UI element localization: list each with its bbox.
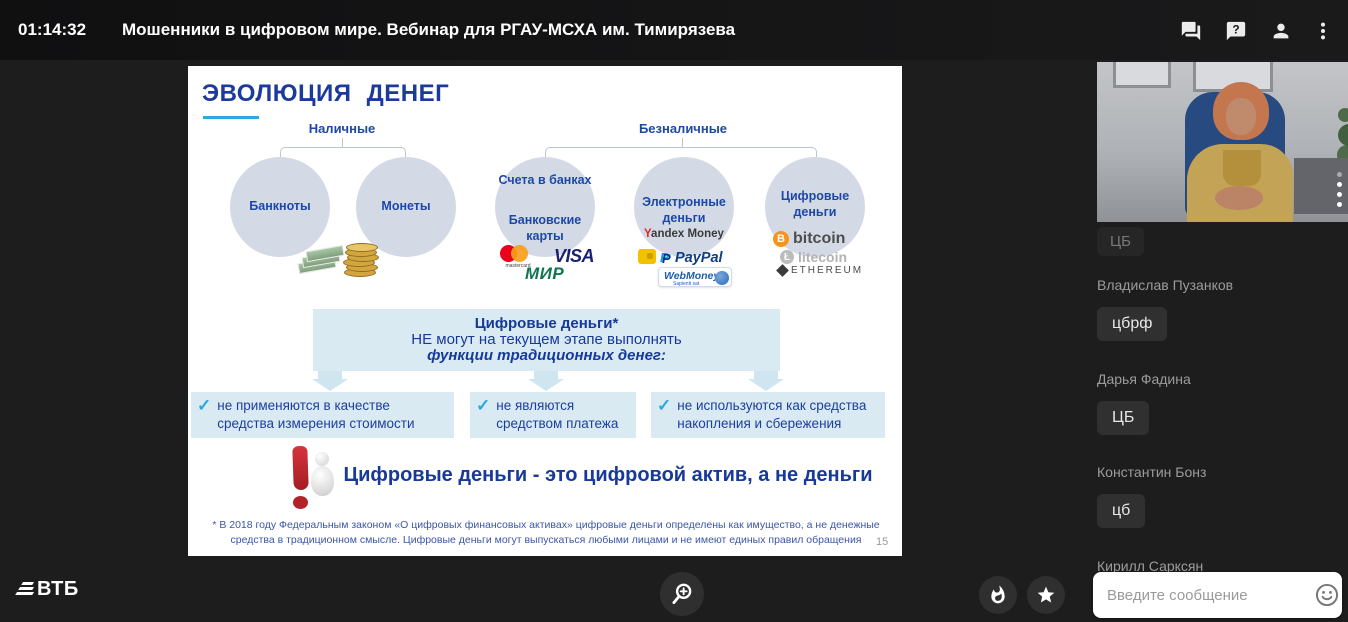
presentation-slide: ЭВОЛЮЦИЯ ДЕНЕГ Наличные Безналичные Банк… [188, 66, 902, 556]
smiley-icon [1315, 583, 1339, 607]
message-composer [1093, 572, 1342, 618]
point-box-measure: ✓ не применяются в качестве средства изм… [191, 392, 454, 438]
title-underline [203, 116, 259, 119]
svg-text:?: ? [1232, 22, 1239, 36]
star-icon [1037, 586, 1055, 603]
elapsed-time: 01:14:32 [18, 20, 87, 39]
circle-label: Счета в банках [498, 173, 592, 187]
presenter-face [1226, 98, 1256, 135]
zoom-button[interactable] [660, 572, 704, 616]
circle-label: Цифровые деньги [780, 189, 850, 219]
group-label-cashless: Безналичные [638, 121, 728, 136]
forum-icon [1181, 21, 1201, 41]
webmoney-logo: WebMoney Sapienti sat [658, 267, 732, 287]
litecoin-logo: Ł litecoin [780, 249, 847, 265]
yandex-money-logo: Yandex Money [644, 228, 724, 240]
connector-bracket-cashless [545, 147, 817, 157]
bitcoin-coin-icon: B [773, 231, 789, 247]
help-button[interactable]: ? [1216, 11, 1256, 51]
circle-label: Монеты [381, 199, 431, 213]
webinar-title: Мошенники в цифровом мире. Вебинар для Р… [122, 20, 736, 39]
magnifier-plus-icon [672, 583, 692, 605]
person-icon [1273, 23, 1289, 39]
circle-label: Электронные деньги [642, 195, 726, 225]
brand-name: ВТБ [37, 578, 79, 600]
circle-banknotes: Банкноты [230, 157, 330, 257]
more-menu-button[interactable] [1303, 11, 1343, 51]
vtb-stripes-icon [14, 581, 35, 597]
slide-footnote: * В 2018 году Федеральным законом «О циф… [212, 519, 880, 547]
more-vert-icon [1320, 22, 1326, 40]
vtb-logo: ВТБ [14, 578, 79, 601]
ethereum-logo: ETHEREUM [776, 264, 863, 277]
banknotes-image [297, 244, 346, 275]
paypal-logo: PayPal [675, 250, 723, 266]
group-label-cash: Наличные [308, 121, 376, 136]
point-box-savings: ✓ не используются как средства накоплени… [651, 392, 885, 438]
help-icon: ? [1226, 21, 1246, 41]
page-number: 15 [876, 536, 889, 548]
chat-author: Кирилл Сарксян [1097, 558, 1204, 574]
participants-button[interactable] [1261, 11, 1301, 51]
bitcoin-logo: B bitcoin [773, 230, 845, 248]
reactions-fire-button[interactable] [979, 576, 1017, 614]
paypal-icon: P P [660, 250, 671, 266]
chat-bubble: ЦБ [1097, 401, 1150, 435]
presenter-video[interactable] [1097, 62, 1348, 222]
connector-stem [342, 138, 343, 147]
emoji-button[interactable] [1312, 578, 1342, 612]
chat-toggle-button[interactable] [1171, 11, 1211, 51]
picture-frame [1113, 62, 1171, 88]
fire-icon [991, 585, 1005, 604]
litecoin-coin-icon: Ł [780, 250, 794, 264]
connector-bracket-cash [280, 147, 406, 157]
presenter-shirt [1223, 150, 1261, 186]
wallet-icon [638, 249, 656, 264]
chat-author: Дарья Фадина [1097, 371, 1191, 387]
circle-bank-accounts: Счета в банках Банковские карты [495, 157, 595, 257]
slide-title: ЭВОЛЮЦИЯ ДЕНЕГ [202, 80, 450, 107]
ethereum-diamond-icon [776, 264, 789, 277]
circle-label: Банковские карты [508, 213, 582, 243]
connector-stem [682, 138, 683, 147]
visa-logo: VISA [554, 246, 595, 266]
exclamation-figure [285, 445, 345, 522]
chat-bubble: ЦБ [1097, 227, 1144, 256]
digital-money-info-box: Цифровые деньги* НЕ могут на текущем эта… [313, 309, 780, 371]
circle-coins: Монеты [356, 157, 456, 257]
globe-icon [715, 271, 729, 285]
topbar: 01:14:32 Мошенники в цифровом мире. Веби… [0, 0, 1348, 60]
presenter-hands [1215, 186, 1263, 210]
check-icon: ✓ [197, 396, 212, 415]
circle-electronic-money: Электронные деньги [634, 157, 734, 257]
chat-bubble: цбрф [1097, 307, 1168, 341]
chat-bubble: цб [1097, 494, 1146, 528]
slide-statement: Цифровые деньги - это цифровой актив, а … [343, 464, 873, 486]
video-menu-dots[interactable] [1337, 172, 1343, 212]
circle-label: Банкноты [249, 199, 311, 213]
mir-logo: МИР [525, 264, 565, 283]
chat-author: Владислав Пузанков [1097, 277, 1234, 293]
point-box-payment: ✓ не являются средством платежа [470, 392, 636, 438]
plant [1338, 108, 1348, 122]
coins-image [342, 238, 382, 278]
check-icon: ✓ [476, 396, 491, 415]
chat-author: Константин Бонз [1097, 464, 1207, 480]
message-input[interactable] [1093, 586, 1312, 604]
check-icon: ✓ [657, 396, 672, 415]
favorite-star-button[interactable] [1027, 576, 1065, 614]
